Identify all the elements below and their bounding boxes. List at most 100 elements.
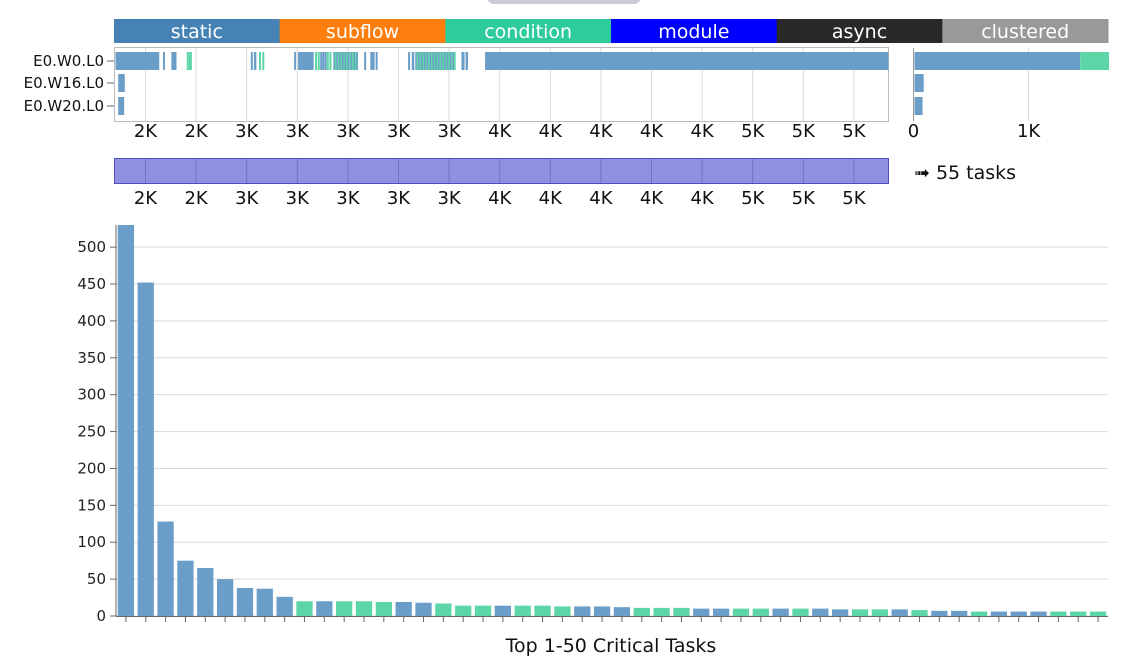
timeline-task-segment[interactable]: [441, 52, 443, 70]
load-bar-condition[interactable]: [1080, 52, 1109, 70]
timeline-task-segment[interactable]: [349, 52, 351, 70]
critical-task-bar[interactable]: [673, 607, 690, 616]
timeline-task-segment[interactable]: [448, 52, 450, 70]
critical-task-bar[interactable]: [732, 608, 750, 616]
timeline-task-segment[interactable]: [416, 52, 419, 70]
timeline-task-segment[interactable]: [375, 52, 378, 70]
timeline-task-segment[interactable]: [431, 52, 433, 70]
timeline-task-segment[interactable]: [350, 52, 353, 70]
legend-swatch-static[interactable]: [114, 19, 281, 43]
timeline-task-segment[interactable]: [186, 52, 189, 70]
timeline-task-segment[interactable]: [329, 52, 332, 70]
critical-task-bar[interactable]: [1050, 611, 1067, 616]
critical-task-bar[interactable]: [375, 601, 392, 616]
critical-task-bar[interactable]: [276, 596, 293, 616]
timeline-task-segment[interactable]: [346, 52, 348, 70]
timeline-task-segment[interactable]: [419, 52, 422, 70]
timeline-task-segment[interactable]: [485, 52, 889, 70]
critical-task-bar[interactable]: [812, 608, 829, 616]
brush-selection[interactable]: [114, 158, 889, 184]
timeline-task-segment[interactable]: [326, 52, 329, 70]
timeline-task-segment[interactable]: [262, 52, 265, 70]
timeline-task-segment[interactable]: [259, 52, 262, 70]
timeline-task-segment[interactable]: [353, 52, 356, 70]
timeline-task-segment[interactable]: [115, 52, 160, 70]
timeline-task-segment[interactable]: [364, 52, 367, 70]
timeline-task-segment[interactable]: [421, 52, 423, 70]
critical-task-bar[interactable]: [693, 608, 710, 616]
timeline-task-segment[interactable]: [118, 97, 125, 115]
load-bars[interactable]: [914, 52, 1110, 115]
critical-task-bar[interactable]: [1010, 611, 1027, 616]
timeline-task-segment[interactable]: [429, 52, 432, 70]
timeline-task-segment[interactable]: [449, 52, 452, 70]
timeline-task-segment[interactable]: [250, 52, 253, 70]
critical-task-bar[interactable]: [256, 588, 273, 616]
critical-task-bar[interactable]: [117, 225, 135, 616]
timeline-task-segment[interactable]: [315, 52, 318, 70]
critical-task-bar[interactable]: [792, 608, 809, 616]
timeline-task-segment[interactable]: [433, 52, 436, 70]
critical-task-bar[interactable]: [455, 605, 472, 616]
timeline-task-segment[interactable]: [118, 74, 125, 92]
critical-task-bar[interactable]: [911, 610, 928, 616]
timeline-task-segment[interactable]: [334, 52, 337, 70]
timeline-task-segment[interactable]: [446, 52, 449, 70]
timeline-task-segment[interactable]: [428, 52, 430, 70]
timeline-task-segment[interactable]: [408, 52, 411, 70]
load-bar-static[interactable]: [914, 74, 924, 92]
timeline-task-segment[interactable]: [337, 52, 340, 70]
load-panel[interactable]: 0 1K: [908, 48, 1109, 142]
critical-task-bar[interactable]: [772, 608, 789, 616]
timeline-task-segment[interactable]: [452, 52, 455, 70]
critical-task-bar[interactable]: [891, 609, 908, 616]
load-bar-static[interactable]: [914, 52, 1081, 70]
timeline-task-segment[interactable]: [435, 52, 437, 70]
timeline-task-segment[interactable]: [461, 52, 465, 70]
critical-task-bar[interactable]: [613, 607, 631, 616]
timeline-task-segment[interactable]: [341, 52, 344, 70]
critical-task-bar[interactable]: [474, 605, 492, 616]
critical-task-bar[interactable]: [653, 607, 670, 616]
timeline-task-segment[interactable]: [171, 52, 177, 70]
timeline-task-segment[interactable]: [347, 52, 350, 70]
timeline-task-segment[interactable]: [411, 52, 415, 70]
critical-task-bar[interactable]: [316, 601, 333, 616]
timeline-task-segment[interactable]: [432, 52, 435, 70]
critical-task-bar[interactable]: [395, 601, 412, 616]
critical-task-bar[interactable]: [990, 611, 1008, 616]
load-bar-static[interactable]: [914, 97, 923, 115]
timeline-task-segment[interactable]: [451, 52, 453, 70]
critical-task-bar[interactable]: [514, 605, 531, 616]
critical-task-bar[interactable]: [435, 603, 452, 616]
critical-task-bar[interactable]: [554, 606, 571, 616]
legend-swatch-condition[interactable]: [445, 19, 612, 43]
critical-task-bar[interactable]: [633, 607, 650, 616]
timeline-task-segment[interactable]: [336, 52, 338, 70]
timeline-task-segment[interactable]: [370, 52, 375, 70]
timeline-task-segment[interactable]: [445, 52, 448, 70]
timeline-task-segment[interactable]: [317, 52, 320, 70]
timeline-task-segment[interactable]: [438, 52, 440, 70]
legend-swatch-clustered[interactable]: [942, 19, 1109, 43]
critical-task-bar[interactable]: [336, 601, 353, 616]
bar-chart-bars[interactable]: [117, 225, 1107, 616]
timeline-task-segment[interactable]: [444, 52, 446, 70]
timeline-task-segment[interactable]: [189, 52, 192, 70]
timeline-task-segment[interactable]: [298, 52, 314, 70]
timeline-task-segment[interactable]: [339, 52, 341, 70]
critical-task-bar[interactable]: [216, 579, 234, 616]
critical-task-bar[interactable]: [712, 608, 730, 616]
critical-task-bar[interactable]: [137, 282, 154, 616]
toolbar-button[interactable]: [487, 0, 641, 4]
critical-task-bar[interactable]: [970, 611, 988, 616]
timeline-task-segment[interactable]: [162, 52, 165, 70]
timeline-task-segment[interactable]: [294, 52, 297, 70]
timeline-task-segment[interactable]: [442, 52, 445, 70]
timeline-task-segment[interactable]: [253, 52, 257, 70]
timeline-task-segment[interactable]: [465, 52, 469, 70]
legend-swatch-subflow[interactable]: [279, 19, 446, 43]
critical-task-bar[interactable]: [355, 601, 373, 616]
timeline-task-segment[interactable]: [423, 52, 426, 70]
timeline-task-segment[interactable]: [418, 52, 420, 70]
